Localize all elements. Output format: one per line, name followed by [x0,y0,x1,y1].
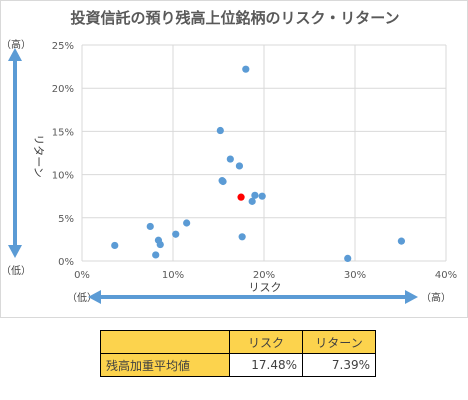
data-point [235,162,244,170]
scatter-chart: （高） （低） （低） （高） リスク リターン 0% 5% 10% 15% 20% 25… [1,38,457,304]
x-axis-arrow-left-head [88,290,101,304]
data-point [238,233,246,241]
data-point [248,197,256,205]
y-high-label: （高） [1,38,31,51]
x-high-label: （高） [421,291,451,304]
data-point [146,222,154,231]
x-tick-label: 10% [162,270,184,281]
y-axis-title: リターン [32,134,45,177]
table-header-row: リスク リターン [100,330,376,354]
value-risk: 17.48% [229,353,303,377]
y-tick-label: 15% [52,127,74,138]
data-point [216,126,224,135]
x-tick-label: 30% [344,270,366,281]
data-point [219,177,227,186]
y-axis-arrow-down-head [8,245,22,258]
table-row: 残高加重平均値 17.48% 7.39% [100,353,376,377]
data-point [397,237,406,245]
x-axis-arrow-right-head [405,290,418,304]
y-low-label: （低） [1,264,31,277]
y-tick-label: 10% [52,171,74,182]
data-point [156,240,164,249]
header-risk: リスク [229,330,303,354]
chart-title: 投資信託の預り残高上位銘柄のリスク・リターン [70,9,400,27]
data-point [344,254,352,263]
y-tick-label: 25% [52,41,74,52]
summary-table: リスク リターン 残高加重平均値 17.48% 7.39% [100,330,376,377]
x-tick-label: 40% [435,270,457,281]
data-point [183,219,191,227]
data-point [111,241,119,250]
x-tick-label: 20% [253,270,275,281]
y-tick-label: 0% [58,257,74,268]
x-low-label: （低） [67,291,97,304]
data-point [172,230,180,238]
header-return: リターン [302,330,376,354]
y-tick-label: 5% [58,214,74,225]
y-axis-arrow-up-head [8,48,22,61]
data-point [251,191,259,199]
data-point [226,155,234,163]
table-corner-cell [100,330,230,354]
y-tick-label: 20% [52,84,74,95]
data-point [152,251,160,259]
row-label: 残高加重平均値 [100,353,230,377]
data-point [242,65,250,73]
value-return: 7.39% [302,353,376,377]
chart-area: 投資信託の預り残高上位銘柄のリスク・リターン （高） （低） （低） （高） リ… [0,0,468,318]
data-point [258,192,266,200]
x-tick-label: 0% [74,270,90,281]
weighted-average-point [237,193,245,201]
x-axis-title: リスク [249,281,282,294]
